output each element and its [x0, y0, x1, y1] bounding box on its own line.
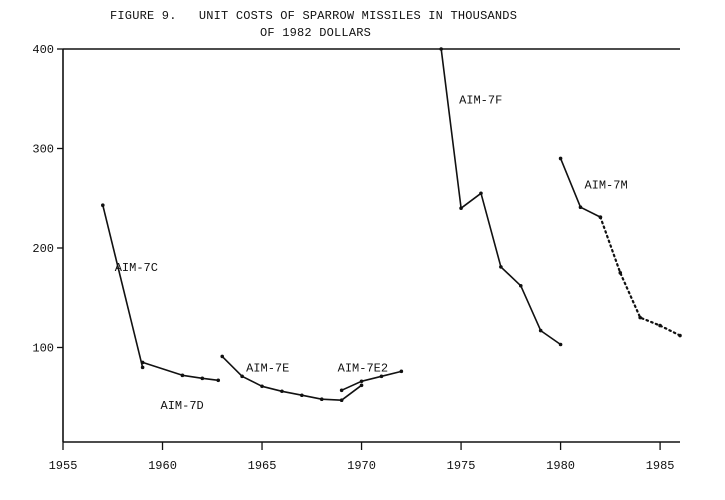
data-point	[180, 373, 185, 378]
series-label-aim-7f: AIM-7F	[459, 94, 502, 108]
series-label-aim-7e: AIM-7E	[246, 361, 289, 375]
series-projection-dotted	[599, 216, 682, 337]
axes: 100 200 300 400 1955 1960 1965 1970 1975 1980 1985	[32, 43, 680, 473]
series-aim-7c	[102, 205, 144, 368]
data-point	[558, 342, 563, 347]
data-point	[359, 379, 364, 384]
y-tick-label: 200	[32, 242, 54, 256]
series-aim-7d	[142, 361, 219, 382]
figure-title: FIGURE 9. UNIT COSTS OF SPARROW MISSILES…	[110, 8, 610, 42]
data-point	[200, 376, 205, 381]
data-point	[439, 47, 443, 51]
data-point	[220, 354, 225, 359]
data-point	[216, 378, 221, 383]
data-point	[101, 203, 105, 208]
data-point	[339, 388, 344, 393]
y-tick-label: 100	[32, 341, 54, 355]
data-point	[678, 333, 682, 338]
data-point	[538, 328, 543, 333]
data-point	[578, 205, 583, 209]
data-point	[518, 283, 523, 288]
x-tick-label: 1985	[646, 459, 675, 473]
series-label-aim-7e2: AIM-7E2	[338, 361, 388, 375]
data-point	[260, 384, 264, 389]
figure-number: FIGURE 9.	[110, 9, 177, 23]
data-point	[379, 374, 384, 379]
x-tick-label: 1960	[148, 459, 177, 473]
data-point	[658, 323, 662, 328]
data-point	[598, 215, 603, 219]
figure-title-line1: FIGURE 9. UNIT COSTS OF SPARROW MISSILES…	[110, 8, 610, 25]
data-point	[359, 383, 364, 388]
annotation-layer: AIM-7C AIM-7D AIM-7E AIM-7E2 AIM-7F AIM-7M	[115, 94, 628, 413]
y-tick-label: 300	[32, 142, 54, 156]
x-tick-label: 1980	[546, 459, 575, 473]
figure-title-main: UNIT COSTS OF SPARROW MISSILES IN THOUSA…	[198, 9, 518, 23]
data-point	[280, 389, 284, 394]
series-aim-7e	[221, 355, 362, 401]
data-point	[240, 374, 244, 379]
data-point	[459, 206, 463, 210]
data-point	[638, 315, 642, 320]
x-tick-label: 1955	[49, 459, 78, 473]
data-point	[558, 156, 563, 161]
series-layer	[101, 47, 682, 403]
x-tick-label: 1975	[447, 459, 476, 473]
data-point	[479, 191, 483, 196]
data-point	[140, 365, 145, 370]
series-label-aim-7m: AIM-7M	[584, 178, 627, 192]
x-tick-label: 1970	[347, 459, 376, 473]
series-label-aim-7d: AIM-7D	[161, 399, 204, 413]
data-point	[399, 369, 404, 374]
series-label-aim-7c: AIM-7C	[115, 261, 158, 275]
x-tick-label: 1965	[248, 459, 277, 473]
data-point	[140, 360, 145, 365]
data-point	[300, 393, 304, 398]
series-aim-7e2	[341, 370, 402, 392]
data-point	[339, 398, 344, 403]
data-point	[499, 265, 503, 269]
y-tick-label: 400	[32, 43, 54, 57]
data-point	[319, 397, 324, 402]
data-point	[618, 271, 623, 275]
figure-title-line2: OF 1982 DOLLARS	[260, 26, 372, 40]
